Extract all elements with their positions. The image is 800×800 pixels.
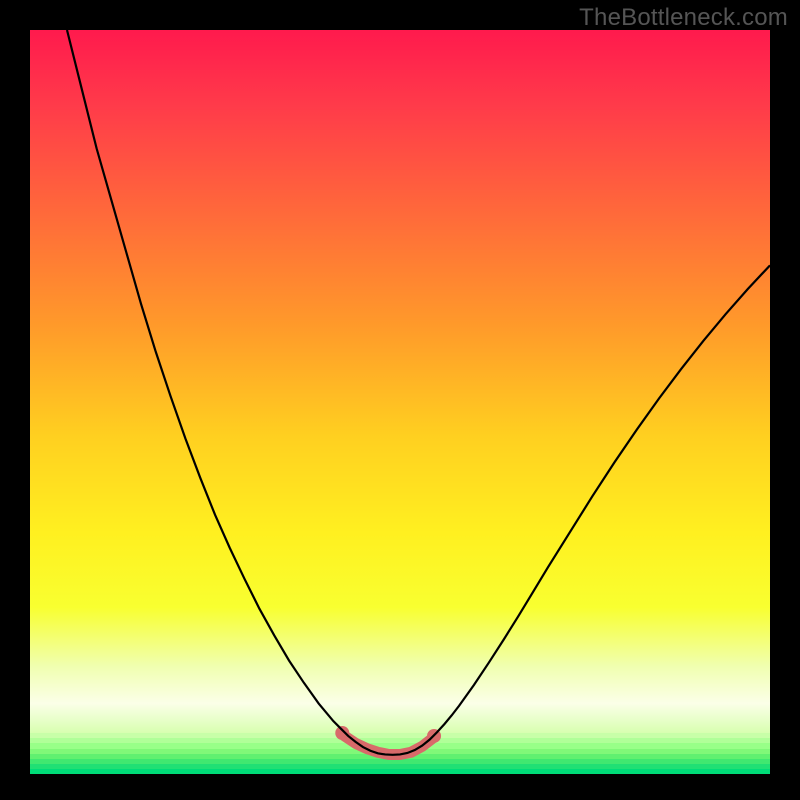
highlight-segment: [345, 736, 432, 755]
curve-layer: [30, 30, 770, 770]
highlight-end-marker: [335, 726, 349, 740]
bottleneck-curve: [67, 30, 770, 755]
green-band: [30, 769, 770, 774]
plot-area: [30, 30, 770, 770]
watermark-text: TheBottleneck.com: [579, 4, 788, 32]
chart-frame: TheBottleneck.com: [0, 0, 800, 800]
